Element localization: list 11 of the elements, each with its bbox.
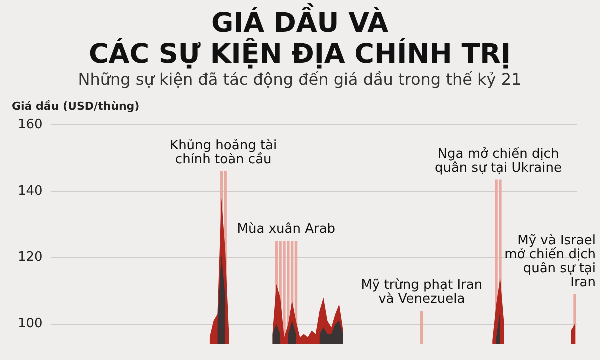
annotation: Khủng hoảng tài chính toàn cầu: [170, 138, 278, 168]
chart-subtitle: Những sự kiện đã tác động đến giá dầu trong thế kỷ 21: [77, 70, 523, 89]
y-tick-label: 120: [18, 250, 43, 266]
y-tick-label: 100: [18, 316, 43, 332]
annotation: Mỹ và Israel mở chiến dịch quân sự tại Iran: [504, 233, 596, 290]
y-tick-label: 140: [18, 184, 43, 199]
annotation: Mùa xuân Arab: [237, 222, 336, 238]
y-axis-title: Giá dầu (USD/thùng): [12, 100, 140, 113]
annotation: Mỹ trừng phạt Iran và Venezuela: [361, 278, 483, 307]
annotation: Nga mở chiến dịch quân sự tại Ukraine: [434, 146, 562, 176]
y-tick-label: 160: [18, 117, 43, 132]
